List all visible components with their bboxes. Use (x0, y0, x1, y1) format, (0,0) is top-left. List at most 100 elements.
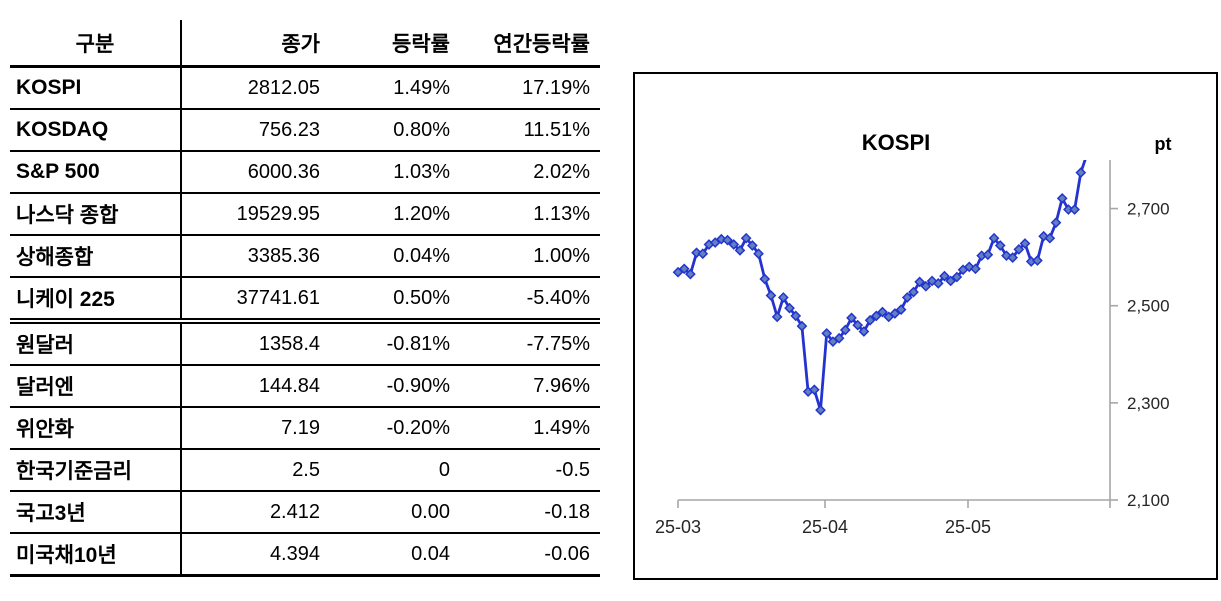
data-point-marker (908, 286, 919, 298)
y-tick-label: 2,500 (1127, 297, 1170, 316)
x-tick-label: 25-03 (655, 517, 701, 537)
close-value: 756.23 (258, 118, 320, 141)
instrument-label: 상해종합 (10, 235, 182, 277)
table-row: 위안화 7.19 -0.20% 1.49% (10, 407, 600, 449)
table-row: 달러엔 144.84 -0.90% 7.96% (10, 365, 600, 407)
y-tick-label: 2,700 (1127, 200, 1170, 219)
change-value: -0.20% (386, 416, 450, 439)
data-point-marker (1056, 193, 1068, 204)
instrument-label: S&P 500 (10, 151, 182, 193)
data-point-marker (970, 263, 981, 275)
data-point-marker (1050, 217, 1062, 229)
data-point-marker (747, 240, 758, 251)
data-point-marker (765, 290, 777, 301)
change-value: 0.50% (393, 286, 450, 309)
change-value: 0.04 (411, 542, 450, 565)
instrument-label: 미국채10년 (10, 533, 182, 576)
table-row: 국고3년 2.412 0.00 -0.18 (10, 491, 600, 533)
data-point-marker (895, 304, 907, 315)
data-point-marker (784, 302, 795, 314)
instrument-label: 나스닥 종합 (10, 193, 182, 235)
data-point-marker (833, 332, 845, 344)
data-point-marker (939, 270, 950, 282)
data-point-marker (728, 239, 740, 250)
price-line (676, 160, 1087, 412)
data-point-marker (852, 319, 864, 331)
table-header-row: 구분 종가 등락률 연간등락률 (10, 20, 600, 68)
data-point-marker (1019, 238, 1031, 249)
data-point-marker (821, 328, 833, 339)
ytd-change-value: -5.40% (526, 286, 590, 309)
data-point-marker (697, 248, 709, 260)
data-point-marker (982, 249, 994, 261)
data-point-marker (678, 263, 690, 275)
data-point-marker (945, 275, 957, 287)
change-value: 1.03% (393, 160, 450, 183)
data-point-marker (988, 232, 1000, 244)
kospi-series (672, 150, 1092, 416)
change-value: 0.80% (393, 118, 450, 141)
ytd-change-value: -0.5 (555, 458, 590, 481)
change-value: -0.81% (386, 332, 450, 355)
table-row: 니케이 225 37741.61 0.50% -5.40% (10, 277, 600, 321)
data-point-marker (1007, 252, 1018, 263)
data-point-marker (771, 311, 783, 323)
data-point-marker (1032, 255, 1043, 266)
close-value: 2.412 (269, 500, 320, 523)
y-tick-label: 2,300 (1127, 394, 1170, 413)
data-point-marker (796, 320, 808, 332)
data-point-marker (1069, 204, 1080, 215)
instrument-label: 한국기준금리 (10, 449, 182, 491)
data-point-marker (864, 314, 876, 326)
instrument-label: 위안화 (10, 407, 182, 449)
ytd-change-value: 1.13% (533, 202, 590, 225)
data-point-marker (685, 268, 696, 280)
ytd-change-value: 1.49% (533, 416, 590, 439)
ytd-change-value: 11.51% (523, 118, 590, 141)
kospi-chart-panel: 25-03 25-04 25-05 2,700 2,500 2,300 2,100 KOSP… (633, 72, 1218, 580)
chart-title: KOSPI (862, 130, 930, 155)
close-value: 19529.95 (236, 202, 320, 225)
data-point-marker (722, 234, 733, 246)
chart-unit-label: pt (1155, 134, 1172, 154)
data-point-marker (951, 271, 963, 283)
data-point-marker (808, 384, 820, 396)
close-value: 37741.61 (236, 286, 320, 309)
data-point-marker (839, 324, 851, 336)
instrument-label: 원달러 (10, 321, 182, 365)
change-value: -0.90% (386, 374, 450, 397)
instrument-label: 니케이 225 (10, 277, 182, 321)
ytd-change-value: -7.75% (526, 332, 590, 355)
instrument-label: KOSPI (10, 66, 182, 109)
data-point-marker (914, 276, 926, 288)
close-value: 3385.36 (247, 244, 320, 267)
data-point-marker (963, 261, 975, 273)
close-value: 2.5 (292, 458, 320, 481)
data-point-marker (858, 326, 870, 337)
table-body: KOSPI 2812.05 1.49% 17.19% KOSDAQ 756.23 0.80%… (10, 66, 600, 576)
data-point-marker (1083, 150, 1092, 159)
data-point-marker (901, 292, 913, 303)
close-value: 6000.36 (247, 160, 320, 183)
ytd-change-value: 1.00% (533, 244, 590, 267)
data-point-marker (1075, 167, 1087, 178)
change-value: 0.04% (393, 244, 450, 267)
data-point-marker (932, 278, 944, 289)
table-row: KOSPI 2812.05 1.49% 17.19% (10, 66, 600, 109)
column-header-2: 등락률 (330, 20, 460, 68)
table-row: KOSDAQ 756.23 0.80% 11.51% (10, 109, 600, 151)
data-point-marker (846, 312, 857, 324)
data-point-marker (877, 306, 888, 318)
change-value: 1.20% (393, 202, 450, 225)
table-row: 미국채10년 4.394 0.04 -0.06 (10, 533, 600, 576)
table-row: 나스닥 종합 19529.95 1.20% 1.13% (10, 193, 600, 235)
table-row: 한국기준금리 2.5 0 -0.5 (10, 449, 600, 491)
data-point-marker (815, 404, 826, 416)
data-point-marker (920, 280, 932, 292)
chart-axes: 25-03 25-04 25-05 2,700 2,500 2,300 2,100 (655, 160, 1170, 537)
table-row: S&P 500 6000.36 1.03% 2.02% (10, 151, 600, 193)
column-header-3: 연간등락률 (460, 20, 600, 68)
close-value: 2812.05 (247, 76, 320, 99)
data-point-marker (759, 273, 771, 285)
change-value: 0 (438, 458, 450, 481)
